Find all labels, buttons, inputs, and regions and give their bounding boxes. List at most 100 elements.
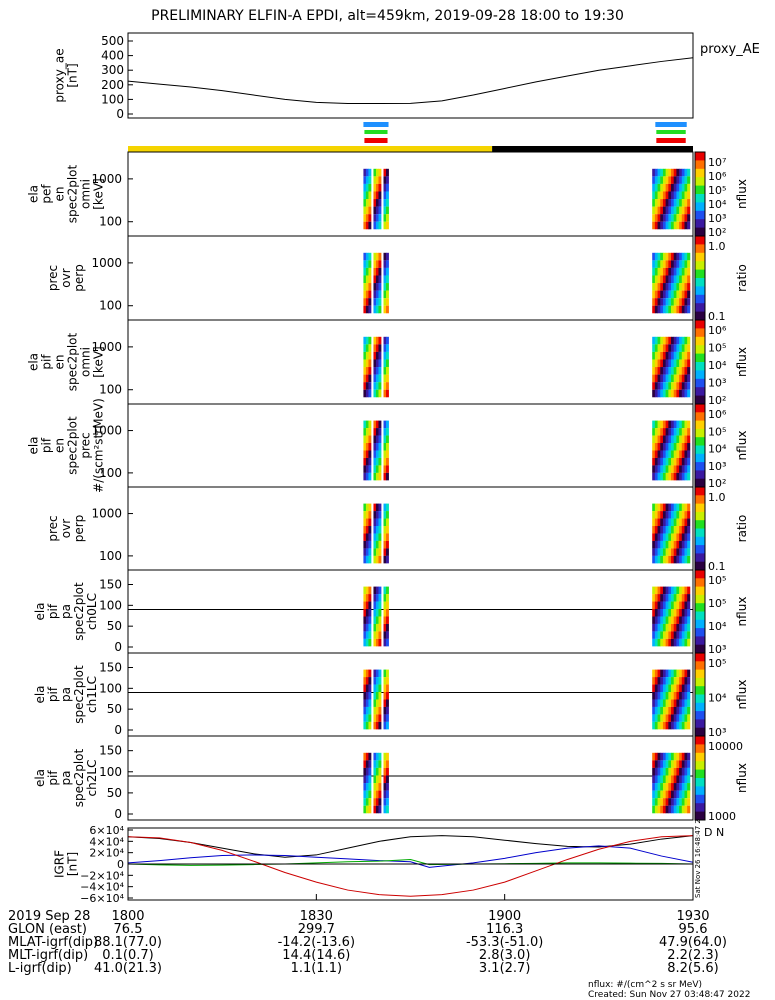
spectrogram-cell — [378, 168, 382, 177]
spectrogram-cell — [665, 767, 669, 776]
series-line — [127, 845, 694, 868]
spectrogram-cell — [676, 540, 680, 549]
ytick-label: 2×10⁴ — [89, 847, 124, 860]
spectrogram-cell — [365, 518, 369, 527]
spectrogram-cell — [668, 623, 672, 632]
spectrogram-cell — [671, 435, 675, 444]
spectrogram-cell — [365, 752, 369, 761]
spectrogram-cell — [652, 221, 656, 230]
spectrogram-cell — [681, 199, 685, 207]
spectrogram-cell — [671, 374, 675, 383]
xaxis-row-value: 8.2(5.6) — [667, 961, 719, 976]
spectrogram-cell — [368, 465, 372, 473]
spectrogram-cell — [668, 183, 672, 192]
spectrogram-cell — [684, 548, 688, 556]
spectrogram-cell — [681, 783, 685, 791]
spectrogram-cell — [383, 450, 387, 458]
colorbar-swatch — [695, 520, 705, 529]
spectrogram-cell — [684, 367, 688, 375]
spectrogram-cell — [652, 389, 656, 398]
spectrogram-cell — [363, 457, 367, 466]
colorbar-swatch — [695, 752, 705, 762]
spectrogram-cell — [676, 555, 680, 564]
spectrogram-cell — [652, 518, 656, 527]
colorbar-swatch — [695, 769, 705, 779]
spectrogram-cell — [368, 714, 372, 722]
spectrogram-cell — [373, 798, 377, 806]
spectrogram-cell — [671, 638, 675, 647]
spectrogram-cell — [657, 752, 661, 761]
spectrogram-cell — [373, 533, 377, 541]
colorbar-swatch — [695, 252, 705, 262]
spectrogram-cell — [687, 336, 691, 345]
spectrogram-cell — [681, 214, 685, 222]
spectrogram-cell — [378, 586, 382, 595]
spectrogram-cell — [368, 548, 372, 556]
spectrogram-cell — [365, 526, 369, 534]
ytick-label: 300 — [101, 63, 124, 77]
colorbar-swatch — [695, 185, 705, 195]
spectrogram-cell — [654, 283, 658, 291]
spectrogram-cell — [652, 382, 656, 390]
spectrogram-cell — [652, 275, 656, 284]
xaxis-row-mlt-label: MLT-igrf(dip) — [8, 948, 89, 963]
spectrogram-cell — [687, 450, 691, 458]
spectrogram-cell — [386, 790, 389, 799]
spectrogram-cell — [673, 638, 677, 647]
spectrogram-cell — [373, 435, 377, 444]
spectrogram-cell — [668, 389, 672, 398]
spectrogram-cell — [375, 783, 379, 791]
ylabel-line: omni — [79, 179, 93, 209]
spectrogram-cell — [363, 389, 367, 398]
spectrogram-cell — [365, 706, 369, 715]
colorbar-swatch — [695, 628, 705, 637]
spectrogram-cell — [684, 191, 688, 200]
run-timestamp: Sat Nov 26 16:48:47 2022 — [694, 806, 702, 898]
spectrogram-cell — [668, 465, 672, 473]
spectrogram-cell — [679, 594, 683, 602]
spectrogram-cell — [368, 382, 372, 390]
spectrogram-cell — [375, 298, 379, 306]
spectrogram-cell — [386, 775, 389, 784]
spectrogram-cell — [679, 336, 683, 345]
spectrogram-cell — [365, 692, 369, 700]
spectrogram-cell — [684, 616, 688, 624]
ytick-label: 6×10⁴ — [89, 824, 124, 837]
spectrogram-cell — [668, 601, 672, 610]
ytick-label: −2×10⁴ — [80, 869, 124, 882]
spectrogram-cell — [375, 714, 379, 722]
spectrogram-cell — [676, 214, 680, 222]
spectrogram-cell — [365, 191, 369, 200]
spectrogram-cell — [652, 616, 656, 624]
colorbar-swatch — [695, 803, 705, 813]
spectrogram-cell — [368, 669, 372, 678]
spectrogram-cell — [671, 721, 675, 730]
spectrogram-cell — [662, 298, 667, 306]
colorbar-tick: 10⁶ — [708, 408, 727, 421]
colorbar-swatch — [695, 336, 705, 346]
spectrogram-cell — [368, 790, 372, 799]
spectrogram-cell — [671, 805, 675, 814]
spectrogram-cell — [671, 443, 675, 451]
spectrogram-cell — [668, 638, 672, 647]
colorbar-swatch — [695, 561, 705, 571]
spectrogram-cell — [687, 548, 691, 556]
spectrogram-cell — [373, 805, 377, 814]
spectrogram-cell — [687, 214, 691, 222]
spectrogram-cell — [373, 540, 377, 549]
spectrogram-cell — [665, 631, 669, 639]
spectrogram-cell — [660, 374, 664, 383]
spectrogram-cell — [654, 767, 658, 776]
spectrogram-cell — [652, 344, 656, 352]
spectrogram-cell — [368, 526, 372, 534]
spectrogram-cell — [668, 344, 672, 352]
spectrogram-cell — [383, 594, 387, 602]
spectrogram-cell — [657, 191, 661, 200]
spectrogram-cell — [681, 298, 685, 306]
spectrogram-cell — [373, 631, 377, 639]
colorbar-swatch — [695, 736, 705, 745]
spectrogram-cell — [668, 443, 672, 451]
spectrogram-cell — [363, 721, 367, 730]
